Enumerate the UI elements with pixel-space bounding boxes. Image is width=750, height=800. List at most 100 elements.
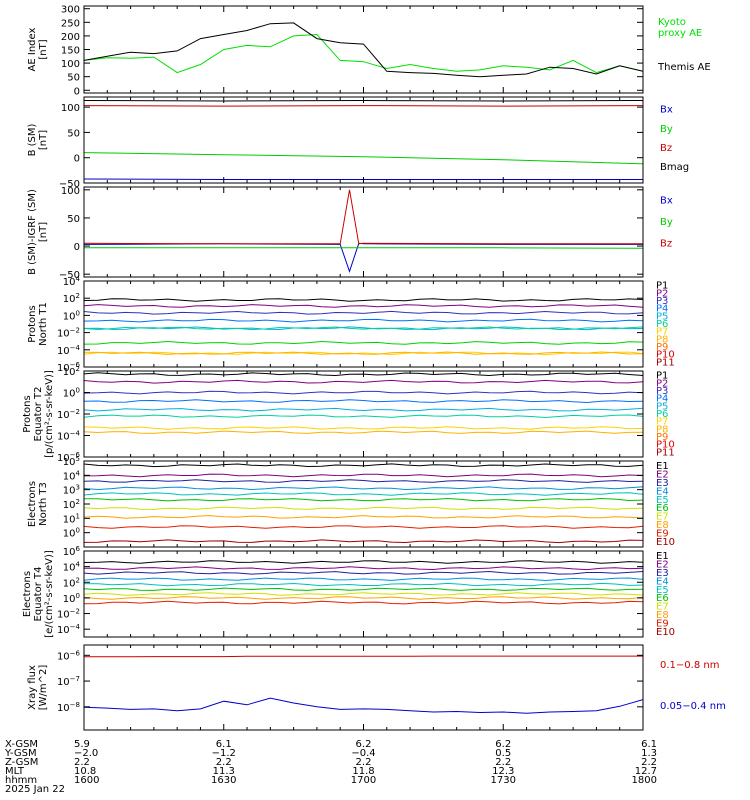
series-line-bz [84, 189, 643, 245]
y-tick-label: 150 [61, 46, 80, 57]
ephemeris-value: 6.2 [495, 739, 511, 750]
legend-entry: P8 [656, 334, 668, 345]
y-tick-label: 10−2 [57, 408, 80, 421]
legend-entry: P7 [656, 417, 668, 428]
legend-entry: Bx [660, 195, 673, 206]
ephemeris-value: 1600 [74, 775, 99, 786]
y-tick-label: 250 [61, 18, 80, 29]
series-line-e6 [84, 497, 643, 502]
ephemeris-value: 5.9 [74, 739, 90, 750]
series-line-e7 [84, 592, 643, 596]
series-line-p4 [84, 399, 643, 404]
series-line-e9 [84, 600, 643, 605]
y-axis-title: Electrons [22, 571, 33, 617]
y-tick-label: 10−8 [57, 701, 80, 714]
series-line-e10 [84, 651, 643, 654]
x-axis-ephemeris: X-GSMY-GSMZ-GSMMLThhmm5.9−2.02.210.81600… [4, 739, 657, 795]
series-line-e3 [84, 479, 643, 483]
y-axis-title: [nT] [38, 130, 49, 150]
y-axis-title: Electrons [27, 481, 38, 527]
series-line-p2 [84, 304, 643, 308]
y-tick-label: 100 [63, 309, 80, 322]
ephemeris-value: −1.2 [212, 748, 236, 759]
legend-entry: P5 [656, 401, 668, 412]
panel-frame [83, 644, 644, 731]
legend-entry: Kyoto [658, 17, 686, 28]
ephemeris-value: 12.7 [635, 766, 657, 777]
y-tick-label: 100 [61, 103, 80, 114]
y-tick-label: 50 [67, 73, 80, 84]
series-line-p1 [84, 298, 643, 302]
legend-entry: E6 [656, 503, 669, 514]
ephemeris-value: 6.1 [641, 739, 657, 750]
series-line-e5 [84, 582, 643, 587]
ephemeris-value: 10.8 [74, 766, 96, 777]
y-axis-title: [W/m^2] [38, 665, 49, 711]
ephemeris-value: 11.8 [352, 766, 374, 777]
series-line-p3 [84, 310, 643, 315]
legend-entry: E1 [656, 461, 669, 472]
y-tick-label: 200 [61, 32, 80, 43]
y-tick-label: 100 [63, 527, 80, 540]
y-tick-label: −50 [59, 270, 80, 281]
y-tick-label: 10−4 [57, 430, 81, 443]
series-line-e6 [84, 587, 643, 591]
y-tick-label: 102 [63, 292, 80, 305]
y-tick-label: −50 [59, 179, 80, 190]
y-axis-title: B (SM) [27, 123, 38, 156]
ephemeris-value: 1630 [211, 775, 236, 786]
series-line-p6 [84, 340, 643, 345]
series-line-e2 [84, 473, 643, 478]
series-line-p2 [84, 379, 643, 384]
legend-entry: E3 [656, 478, 669, 489]
y-tick-label: 10−7 [57, 675, 80, 688]
legend-entry: E4 [656, 486, 669, 497]
panel-ae: 0 50 100 150 200 250 300 AE Index [nT] Kyotoproxy… [27, 5, 711, 98]
legend-entry: Bz [660, 143, 672, 154]
legend-entry: E7 [656, 512, 669, 523]
y-tick-label: 300 [61, 5, 80, 16]
series-line-by [84, 152, 643, 165]
panel-frame [83, 96, 644, 184]
series-line-p4 [84, 318, 643, 323]
panel-frame [83, 186, 644, 278]
series-line-p7 [84, 426, 643, 430]
panel-bres: −50 0 50 100 B (SM)-IGRF (SM) [nT] Bx By Bz [27, 186, 673, 281]
y-tick-label: 104 [63, 469, 81, 482]
series-line-e9 [84, 525, 643, 529]
y-tick-label: 50 [67, 214, 80, 225]
y-tick-label: 102 [63, 498, 80, 511]
ephemeris-value: 2.2 [356, 757, 372, 768]
legend-entry: E9 [656, 619, 669, 630]
y-tick-label: 102 [63, 365, 80, 378]
y-tick-label: 100 [63, 592, 80, 605]
y-axis-title: [p/(cm²-s-sr-keV)] [44, 370, 55, 458]
ephemeris-value: 2.2 [641, 757, 657, 768]
series-line-p8 [84, 351, 643, 355]
ephemeris-value: 2.2 [216, 757, 232, 768]
legend-entry: P1 [656, 281, 668, 292]
legend-entry: Bz [660, 238, 672, 249]
series-line-e8 [84, 596, 643, 600]
series-line-0-05-0-4-nm [84, 697, 643, 714]
series-line-e4 [84, 577, 643, 582]
y-axis-title: North T1 [38, 302, 49, 346]
legend-entry: P9 [656, 432, 668, 443]
legend-entry: By [660, 124, 673, 135]
legend-entry: P5 [656, 311, 668, 322]
series-line-themis-ae [84, 22, 643, 78]
legend-entry: E10 [656, 627, 675, 638]
legend-entry: 0.1−0.8 nm [660, 660, 719, 671]
y-tick-label: 101 [63, 512, 80, 525]
legend-entry: P1 [656, 371, 668, 382]
y-tick-label: 10−4 [57, 344, 81, 357]
y-tick-label: 0 [74, 86, 80, 97]
date-label: 2025 Jan 22 [5, 784, 65, 795]
y-axis-title: B (SM)-IGRF (SM) [27, 189, 38, 275]
panel-xray: 10−8 10−7 10−6 Xray flux [W/m^2] 0.1−0.8 nm 0.… [27, 644, 726, 731]
y-tick-label: 102 [63, 576, 80, 589]
legend-entry: E5 [656, 495, 669, 506]
